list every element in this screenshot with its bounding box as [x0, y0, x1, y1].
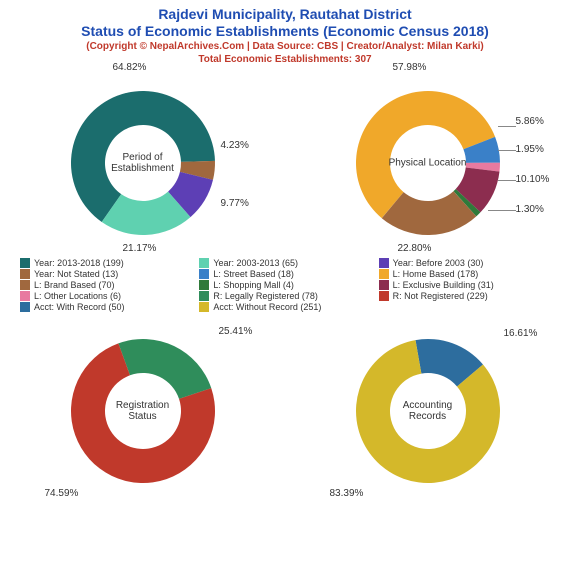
legend-swatch	[379, 291, 389, 301]
pct-label: 9.77%	[221, 198, 249, 209]
chart-header: Rajdevi Municipality, Rautahat District …	[0, 0, 570, 68]
pct-label: 5.86%	[516, 116, 544, 127]
legend-swatch	[379, 269, 389, 279]
legend-swatch	[199, 280, 209, 290]
legend-swatch	[199, 258, 209, 268]
legend-text: L: Exclusive Building (31)	[393, 280, 494, 290]
legend-text: Year: 2013-2018 (199)	[34, 258, 124, 268]
legend-text: L: Shopping Mall (4)	[213, 280, 294, 290]
chart-registration: Registration Status 25.41% 74.59%	[13, 316, 273, 506]
legend-text: Year: Before 2003 (30)	[393, 258, 484, 268]
leader-line	[498, 180, 516, 181]
leader-line	[498, 126, 516, 127]
legend-text: Acct: Without Record (251)	[213, 302, 321, 312]
legend-item: L: Shopping Mall (4)	[199, 280, 370, 290]
legend-item: L: Home Based (178)	[379, 269, 550, 279]
legend-item: Year: 2013-2018 (199)	[20, 258, 191, 268]
legend-text: L: Street Based (18)	[213, 269, 294, 279]
legend-text: Year: Not Stated (13)	[34, 269, 118, 279]
title-line1: Rajdevi Municipality, Rautahat District	[0, 6, 570, 23]
legend-item: L: Brand Based (70)	[20, 280, 191, 290]
legend-item: L: Other Locations (6)	[20, 291, 191, 301]
legend-swatch	[20, 269, 30, 279]
pct-label: 1.30%	[516, 204, 544, 215]
chart-accounting: Accounting Records 16.61% 83.39%	[298, 316, 558, 506]
total-line: Total Economic Establishments: 307	[0, 54, 570, 66]
donut-slice	[118, 339, 211, 399]
center-label-registration: Registration Status	[103, 400, 183, 422]
pct-label: 74.59%	[45, 488, 79, 499]
bottom-row: Registration Status 25.41% 74.59% Account…	[0, 316, 570, 506]
legend-text: L: Other Locations (6)	[34, 291, 121, 301]
legend-swatch	[20, 302, 30, 312]
legend-swatch	[20, 280, 30, 290]
legend-swatch	[379, 280, 389, 290]
legend-swatch	[199, 269, 209, 279]
pct-label: 25.41%	[219, 326, 253, 337]
pct-label: 22.80%	[398, 243, 432, 254]
pct-label: 57.98%	[393, 62, 427, 73]
legend-swatch	[199, 302, 209, 312]
pct-label: 4.23%	[221, 140, 249, 151]
pct-label: 16.61%	[504, 328, 538, 339]
legend-item: R: Not Registered (229)	[379, 291, 550, 301]
legend-text: L: Home Based (178)	[393, 269, 479, 279]
center-label-location: Physical Location	[388, 157, 468, 168]
legend-item: Acct: Without Record (251)	[199, 302, 370, 312]
legend-item: Year: 2003-2013 (65)	[199, 258, 370, 268]
legend-item: Acct: With Record (50)	[20, 302, 191, 312]
legend-text: R: Not Registered (229)	[393, 291, 488, 301]
chart-location: Physical Location 57.98%5.86%1.95%10.10%…	[298, 68, 558, 258]
legend-item: R: Legally Registered (78)	[199, 291, 370, 301]
legend-item: L: Exclusive Building (31)	[379, 280, 550, 290]
top-row: Period of Establishment 64.82%4.23%9.77%…	[0, 68, 570, 258]
pct-label: 21.17%	[123, 243, 157, 254]
pct-label: 64.82%	[113, 62, 147, 73]
legend-item: Year: Before 2003 (30)	[379, 258, 550, 268]
legend-swatch	[379, 258, 389, 268]
center-label-accounting: Accounting Records	[388, 400, 468, 422]
center-label-period: Period of Establishment	[103, 152, 183, 174]
copyright-line: (Copyright © NepalArchives.Com | Data So…	[0, 41, 570, 53]
legend-swatch	[20, 291, 30, 301]
legend-text: Year: 2003-2013 (65)	[213, 258, 298, 268]
legend-swatch	[20, 258, 30, 268]
legend-text: R: Legally Registered (78)	[213, 291, 318, 301]
legend-swatch	[199, 291, 209, 301]
legend-item: Year: Not Stated (13)	[20, 269, 191, 279]
title-line2: Status of Economic Establishments (Econo…	[0, 23, 570, 40]
legend-item: L: Street Based (18)	[199, 269, 370, 279]
pct-label: 1.95%	[516, 144, 544, 155]
leader-line	[488, 210, 516, 211]
legend: Year: 2013-2018 (199) Year: 2003-2013 (65…	[0, 258, 570, 312]
pct-label: 83.39%	[330, 488, 364, 499]
legend-text: L: Brand Based (70)	[34, 280, 115, 290]
legend-text: Acct: With Record (50)	[34, 302, 125, 312]
leader-line	[498, 150, 516, 151]
chart-period: Period of Establishment 64.82%4.23%9.77%…	[13, 68, 273, 258]
pct-label: 10.10%	[516, 174, 550, 185]
